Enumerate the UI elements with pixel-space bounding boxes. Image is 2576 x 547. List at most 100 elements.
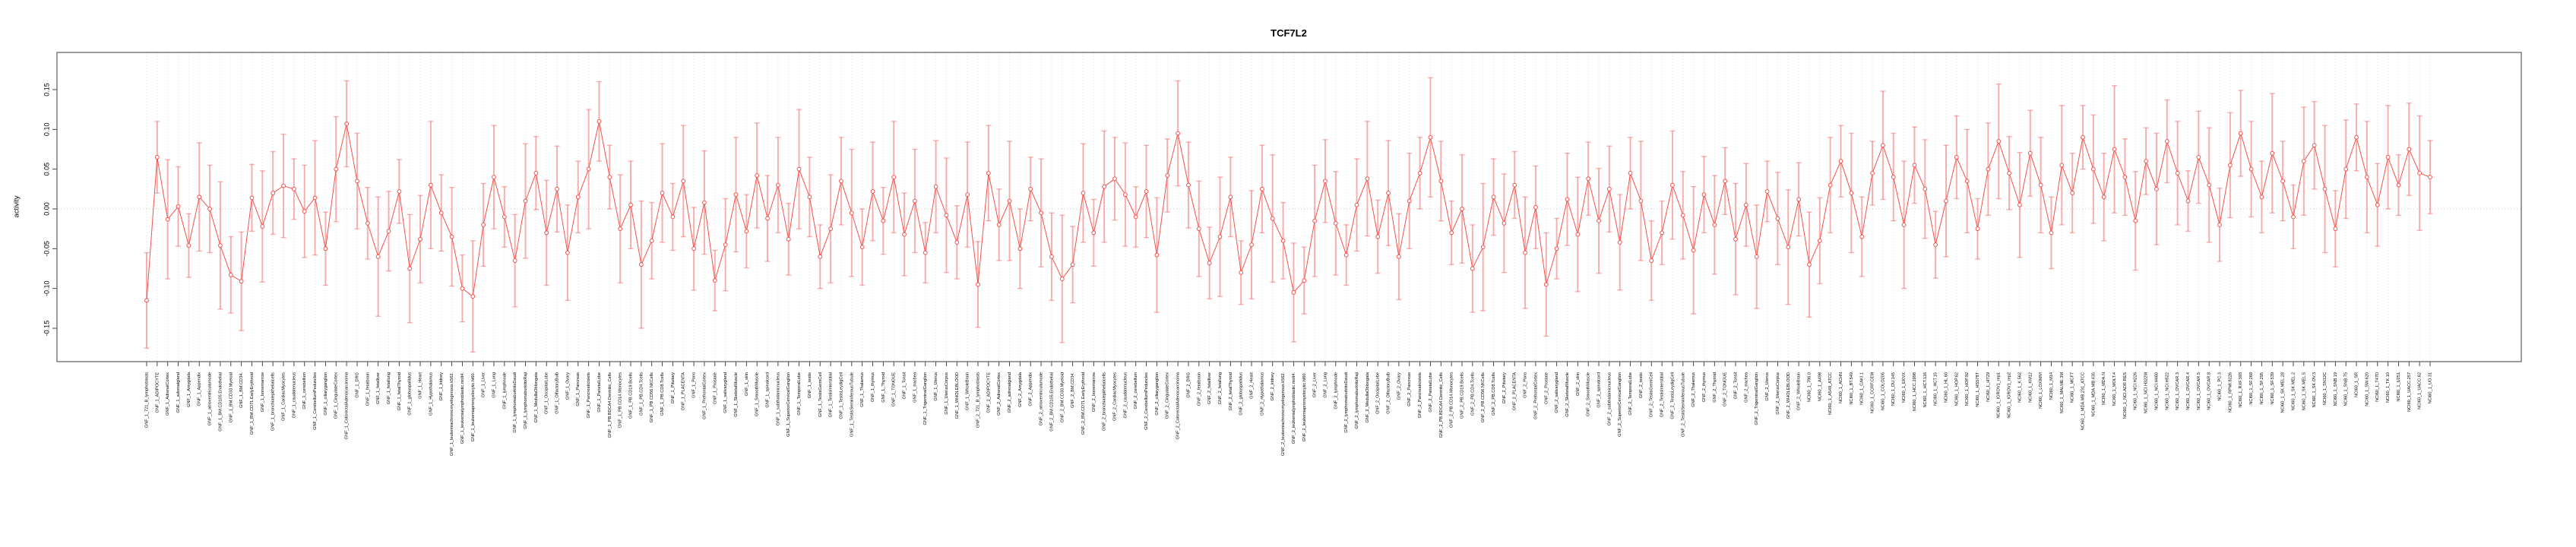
x-tick-label: GNF_1_OccipitalLobe bbox=[545, 372, 549, 414]
data-point bbox=[1733, 236, 1738, 242]
data-point bbox=[334, 166, 339, 172]
x-tick-label: GNF_1_Hypothalamus bbox=[429, 372, 433, 416]
x-tick-label: GNF_2_PB.CD56.NKCells bbox=[1481, 372, 1486, 422]
x-tick-label: NCI60_1_SNB.75 bbox=[2344, 372, 2349, 406]
y-tick-label: 0.10 bbox=[43, 123, 50, 137]
data-point bbox=[1807, 262, 1812, 267]
x-tick-label: GNF_2_TemporalLobe bbox=[1628, 372, 1633, 416]
data-point bbox=[986, 170, 991, 175]
x-tick-label: GNF_2_lymphomaburkittsRaji bbox=[1355, 372, 1359, 429]
data-point bbox=[1670, 182, 1675, 188]
x-tick-label: NCI60_1_NCI.H226 bbox=[2134, 372, 2138, 410]
data-point bbox=[1996, 139, 2002, 144]
data-point bbox=[1323, 179, 1328, 184]
x-tick-label: GNF_1_bronchialepithelialcells bbox=[271, 372, 276, 431]
x-tick-label: GNF_2_caudatenucleus bbox=[1123, 372, 1128, 419]
x-tick-label: GNF_1_PrefrontalCortex bbox=[702, 372, 707, 419]
data-point bbox=[891, 175, 897, 180]
x-tick-label: GNF_1_Ovary bbox=[565, 372, 570, 400]
x-tick-label: NCI60_1_MDA.N bbox=[2102, 372, 2106, 405]
x-tick-label: NCI60_1_T47D bbox=[2375, 372, 2380, 402]
x-tick-label: GNF_1_TrigeminalGanglion bbox=[923, 372, 928, 425]
data-point bbox=[312, 195, 318, 201]
x-tick-label: GNF_2_CingulateCortex bbox=[1166, 372, 1170, 419]
x-tick-label: GNF_1_Pancreas bbox=[576, 372, 581, 406]
data-point bbox=[2144, 159, 2149, 164]
x-tick-label: NCI60_1_SW.620 bbox=[2365, 372, 2369, 406]
x-tick-label: GNF_2_atrioventricularnode bbox=[1040, 372, 1044, 425]
data-point bbox=[438, 210, 444, 216]
x-tick-label: NCI60_1_HL.60 bbox=[1944, 372, 1948, 403]
data-point bbox=[2175, 170, 2180, 175]
x-tick-label: GNF_2_PrefrontalCortex bbox=[1533, 372, 1538, 419]
data-point bbox=[470, 294, 476, 299]
x-tick-label: NCI60_1_HT29 bbox=[1986, 372, 1991, 402]
x-tick-label: NCI60_1_HOP.92 bbox=[1965, 372, 1970, 406]
data-point bbox=[2375, 202, 2380, 207]
data-point bbox=[375, 254, 381, 259]
data-point bbox=[449, 234, 454, 239]
x-tick-label: GNF_1_ADIPOCYTE bbox=[155, 372, 160, 413]
x-tick-label: NCI60_1_MDA.MB.231_ATCC bbox=[2081, 372, 2086, 430]
x-tick-label: GNF_1_lymphomaburkittsRaji bbox=[524, 372, 528, 429]
x-tick-label: GNF_2_OccipitalLobe bbox=[1376, 372, 1381, 414]
data-point bbox=[2007, 170, 2011, 175]
x-tick-label: GNF_1_kidney bbox=[439, 372, 444, 401]
data-point bbox=[1428, 134, 1433, 140]
x-tick-label: GNF_1_salivarygland bbox=[723, 372, 728, 413]
data-point bbox=[2196, 155, 2201, 160]
x-tick-label: NCI60_1_HCC.2998 bbox=[1913, 372, 1917, 411]
x-tick-label: NCI60_1_CAKI.1 bbox=[1860, 372, 1865, 405]
x-tick-label: NCI60_1_M14 bbox=[2049, 372, 2054, 400]
data-point bbox=[1417, 170, 1422, 175]
data-point bbox=[512, 258, 517, 263]
data-point bbox=[1112, 176, 1117, 182]
x-tick-label: GNF_1_ciliaryganglion bbox=[324, 372, 328, 416]
data-point bbox=[2090, 166, 2096, 172]
x-tick-label: GNF_2_lymphomaburkittsDaudi bbox=[1344, 372, 1349, 433]
x-tick-label: GNF_2_adrenalgland bbox=[1008, 372, 1012, 413]
x-tick-label: GNF_1_PB.CD14.Monocytes bbox=[619, 372, 623, 428]
x-tick-label: GNF_2_TONGUE bbox=[1723, 372, 1728, 406]
x-tick-label: NCI60_1_IGROV1_rep1 bbox=[1997, 372, 2002, 419]
data-point bbox=[460, 286, 465, 291]
data-point bbox=[1870, 170, 1875, 175]
data-point bbox=[2365, 175, 2369, 180]
data-point bbox=[397, 189, 402, 194]
data-point bbox=[2207, 182, 2212, 188]
x-tick-label: NCI60_1_K.562 bbox=[2017, 372, 2022, 403]
data-point bbox=[176, 204, 181, 209]
data-point bbox=[933, 184, 938, 189]
x-tick-label: GNF_2_PB.CD4.Tcells bbox=[1470, 372, 1475, 416]
data-point bbox=[828, 226, 834, 232]
data-point bbox=[1680, 213, 1685, 218]
data-point bbox=[1743, 202, 1748, 207]
x-tick-label: GNF_2_Pons bbox=[1524, 372, 1528, 398]
x-tick-label: NCI60_1_OVCAR.4 bbox=[2186, 372, 2191, 410]
x-tick-label: NCI60_1_OVCAR.5 bbox=[2197, 372, 2201, 410]
data-point bbox=[912, 198, 917, 204]
x-tick-label: GNF_1_spinalcord bbox=[766, 372, 771, 408]
x-tick-label: GNF_2_CerebellumPeduncles bbox=[1144, 372, 1149, 430]
x-tick-label: GNF_2_fetalThyroid bbox=[1229, 372, 1233, 410]
data-point bbox=[2059, 163, 2065, 168]
x-tick-label: NCI60_1_IGROV1_rep2 bbox=[2008, 372, 2012, 419]
data-point bbox=[2385, 155, 2391, 160]
data-point bbox=[702, 200, 707, 205]
data-point bbox=[302, 209, 307, 214]
data-point bbox=[1628, 170, 1633, 175]
x-tick-label: GNF_1_caudatenucleus bbox=[292, 372, 296, 419]
data-point bbox=[1502, 220, 1507, 226]
data-point bbox=[1786, 245, 1791, 250]
data-point bbox=[1691, 248, 1696, 253]
x-tick-label: GNF_2_spinalcord bbox=[1597, 372, 1601, 408]
x-tick-label: NCI60_1_RPMI.8226 bbox=[2228, 372, 2233, 413]
data-point bbox=[2417, 170, 2423, 175]
data-point bbox=[859, 245, 865, 250]
data-point bbox=[555, 186, 559, 191]
x-tick-label: GNF_2_BM.CD33.Myeloid bbox=[1060, 372, 1065, 422]
data-point bbox=[1923, 186, 1928, 191]
data-point bbox=[344, 122, 350, 126]
data-point bbox=[1312, 218, 1318, 223]
x-tick-label: GNF_2_Lung bbox=[1323, 372, 1328, 398]
